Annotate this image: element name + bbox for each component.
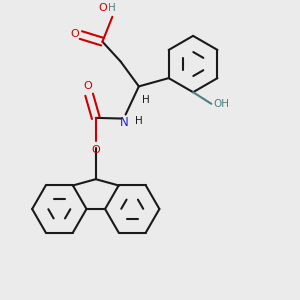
Text: H: H <box>135 116 142 126</box>
Text: H: H <box>142 95 150 105</box>
Text: O: O <box>70 29 79 39</box>
Text: O: O <box>83 81 92 92</box>
Text: N: N <box>120 116 128 129</box>
Text: O: O <box>92 145 100 155</box>
Text: O: O <box>99 4 107 14</box>
Text: H: H <box>109 4 116 14</box>
Text: OH: OH <box>213 99 229 109</box>
